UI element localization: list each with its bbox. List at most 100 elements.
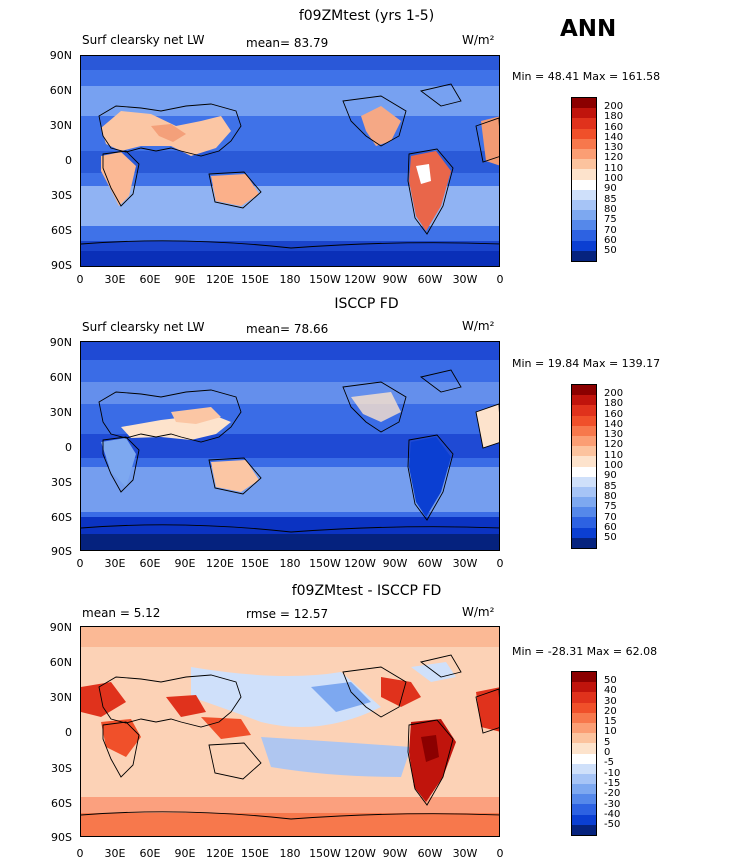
panel-3-units: W/m² xyxy=(462,605,495,619)
panel-2-lon-label: 150W xyxy=(309,557,341,570)
colorbar-swatch xyxy=(572,405,596,416)
panel-2-lon-label: 90E xyxy=(174,557,196,570)
colorbar-label: 100 xyxy=(604,460,624,471)
panel-2-lon-label: 60W xyxy=(417,557,443,570)
colorbar-swatch xyxy=(572,250,596,261)
colorbar-label: 110 xyxy=(604,163,624,174)
colorbar-swatch xyxy=(572,784,596,795)
panel-1-lon-label: 0 xyxy=(496,273,504,286)
colorbar-label: 90 xyxy=(604,470,617,481)
colorbar-label: 200 xyxy=(604,388,624,399)
colorbar-swatch xyxy=(572,733,596,744)
panel-3-title: f09ZMtest - ISCCP FD xyxy=(291,583,442,599)
colorbar-label: 60 xyxy=(604,235,617,246)
panel-2-lat-label: 0 xyxy=(65,441,72,454)
panel-3-lat-label: 90N xyxy=(49,621,72,634)
panel-2-lon-label: 90W xyxy=(382,557,408,570)
colorbar-label: 40 xyxy=(604,685,617,696)
panel-3-lon-label: 180 xyxy=(279,847,301,860)
panel-1-lat-label: 30S xyxy=(51,189,72,202)
panel-1-lat-label: 90S xyxy=(51,259,72,272)
colorbar-swatch xyxy=(572,435,596,447)
panel-2-lon-label: 120W xyxy=(344,557,376,570)
colorbar-swatch xyxy=(572,220,596,231)
colorbar-label: 50 xyxy=(604,675,617,686)
colorbar-swatch xyxy=(572,240,596,251)
panel-3-lat-label: 60S xyxy=(51,797,72,810)
colorbar-label: -10 xyxy=(604,768,621,779)
colorbar-swatch xyxy=(572,527,596,538)
colorbar-label: 50 xyxy=(604,245,617,256)
colorbar-swatch xyxy=(572,824,596,835)
panel-1-minmax: Min = 48.41 Max = 161.58 xyxy=(512,70,661,83)
panel-1-lat-label: 30N xyxy=(49,119,72,132)
colorbar-label: -40 xyxy=(604,809,621,820)
colorbar-label: 90 xyxy=(604,183,617,194)
colorbar-swatch xyxy=(572,476,596,487)
colorbar-swatch xyxy=(572,672,596,683)
colorbar-label: 80 xyxy=(604,491,617,502)
panel-2-lat-label: 30S xyxy=(51,476,72,489)
colorbar-swatch xyxy=(572,415,596,426)
colorbar-label: 160 xyxy=(604,409,624,420)
panel-2-minmax: Min = 19.84 Max = 139.17 xyxy=(512,357,661,370)
colorbar-swatch xyxy=(572,486,596,498)
panel-1-lon-label: 90E xyxy=(174,273,196,286)
colorbar-label: 75 xyxy=(604,214,617,225)
panel-3-lat-label: 0 xyxy=(65,726,72,739)
colorbar-swatch xyxy=(572,804,596,815)
colorbar-swatch xyxy=(572,763,596,774)
panel-1-lat-label: 0 xyxy=(65,154,72,167)
colorbar-label: 140 xyxy=(604,419,624,430)
colorbar-swatch xyxy=(572,395,596,406)
colorbar-swatch xyxy=(572,456,596,467)
panel-3-lon-label: 60W xyxy=(417,847,443,860)
panel-1-lon-label: 150E xyxy=(241,273,269,286)
colorbar-swatch xyxy=(572,159,596,170)
panel-2-lat-label: 60S xyxy=(51,511,72,524)
colorbar-swatch xyxy=(572,507,596,518)
panel-1-colorbar xyxy=(571,97,597,262)
colorbar-swatch xyxy=(572,179,596,190)
panel-3-lon-label: 30E xyxy=(104,847,126,860)
panel-2-colorbar xyxy=(571,384,597,549)
colorbar-swatch xyxy=(572,425,596,436)
panel-1-units: W/m² xyxy=(462,33,495,47)
colorbar-swatch xyxy=(572,189,596,200)
colorbar-label: 85 xyxy=(604,194,617,205)
panel-3-colorbar xyxy=(571,671,597,836)
colorbar-label: 110 xyxy=(604,450,624,461)
panel-3-mean-label: mean = 5.12 xyxy=(82,606,161,620)
panel-2-lat-label: 30N xyxy=(49,406,72,419)
panel-1-variable-label: Surf clearsky net LW xyxy=(82,33,205,47)
panel-2-lon-label: 30E xyxy=(104,557,126,570)
panel-1-lon-label: 0 xyxy=(76,273,84,286)
panel-2-lon-label: 150E xyxy=(241,557,269,570)
panel-1-lon-label: 120E xyxy=(206,273,234,286)
colorbar-swatch xyxy=(572,466,596,477)
panel-3-lon-label: 90W xyxy=(382,847,408,860)
colorbar-swatch xyxy=(572,128,596,139)
panel-3-lat-label: 60N xyxy=(49,656,72,669)
colorbar-swatch xyxy=(572,773,596,785)
colorbar-label: 160 xyxy=(604,122,624,133)
panel-2-lat-label: 90S xyxy=(51,545,72,558)
colorbar-label: 130 xyxy=(604,429,624,440)
colorbar-label: -20 xyxy=(604,788,621,799)
colorbar-swatch xyxy=(572,138,596,149)
panel-3-lon-label: 120W xyxy=(344,847,376,860)
colorbar-label: 70 xyxy=(604,512,617,523)
colorbar-label: 140 xyxy=(604,132,624,143)
colorbar-label: 0 xyxy=(604,747,611,758)
colorbar-swatch xyxy=(572,814,596,825)
colorbar-label: 130 xyxy=(604,142,624,153)
colorbar-swatch xyxy=(572,692,596,703)
panel-2-lat-label: 90N xyxy=(49,336,72,349)
panel-1-lon-label: 30W xyxy=(452,273,478,286)
panel-2-lat-label: 60N xyxy=(49,371,72,384)
colorbar-label: 60 xyxy=(604,522,617,533)
colorbar-label: 120 xyxy=(604,439,624,450)
colorbar-swatch xyxy=(572,199,596,211)
panel-3-minmax: Min = -28.31 Max = 62.08 xyxy=(512,645,658,658)
panel-1-mean-label: mean= 83.79 xyxy=(246,36,329,50)
